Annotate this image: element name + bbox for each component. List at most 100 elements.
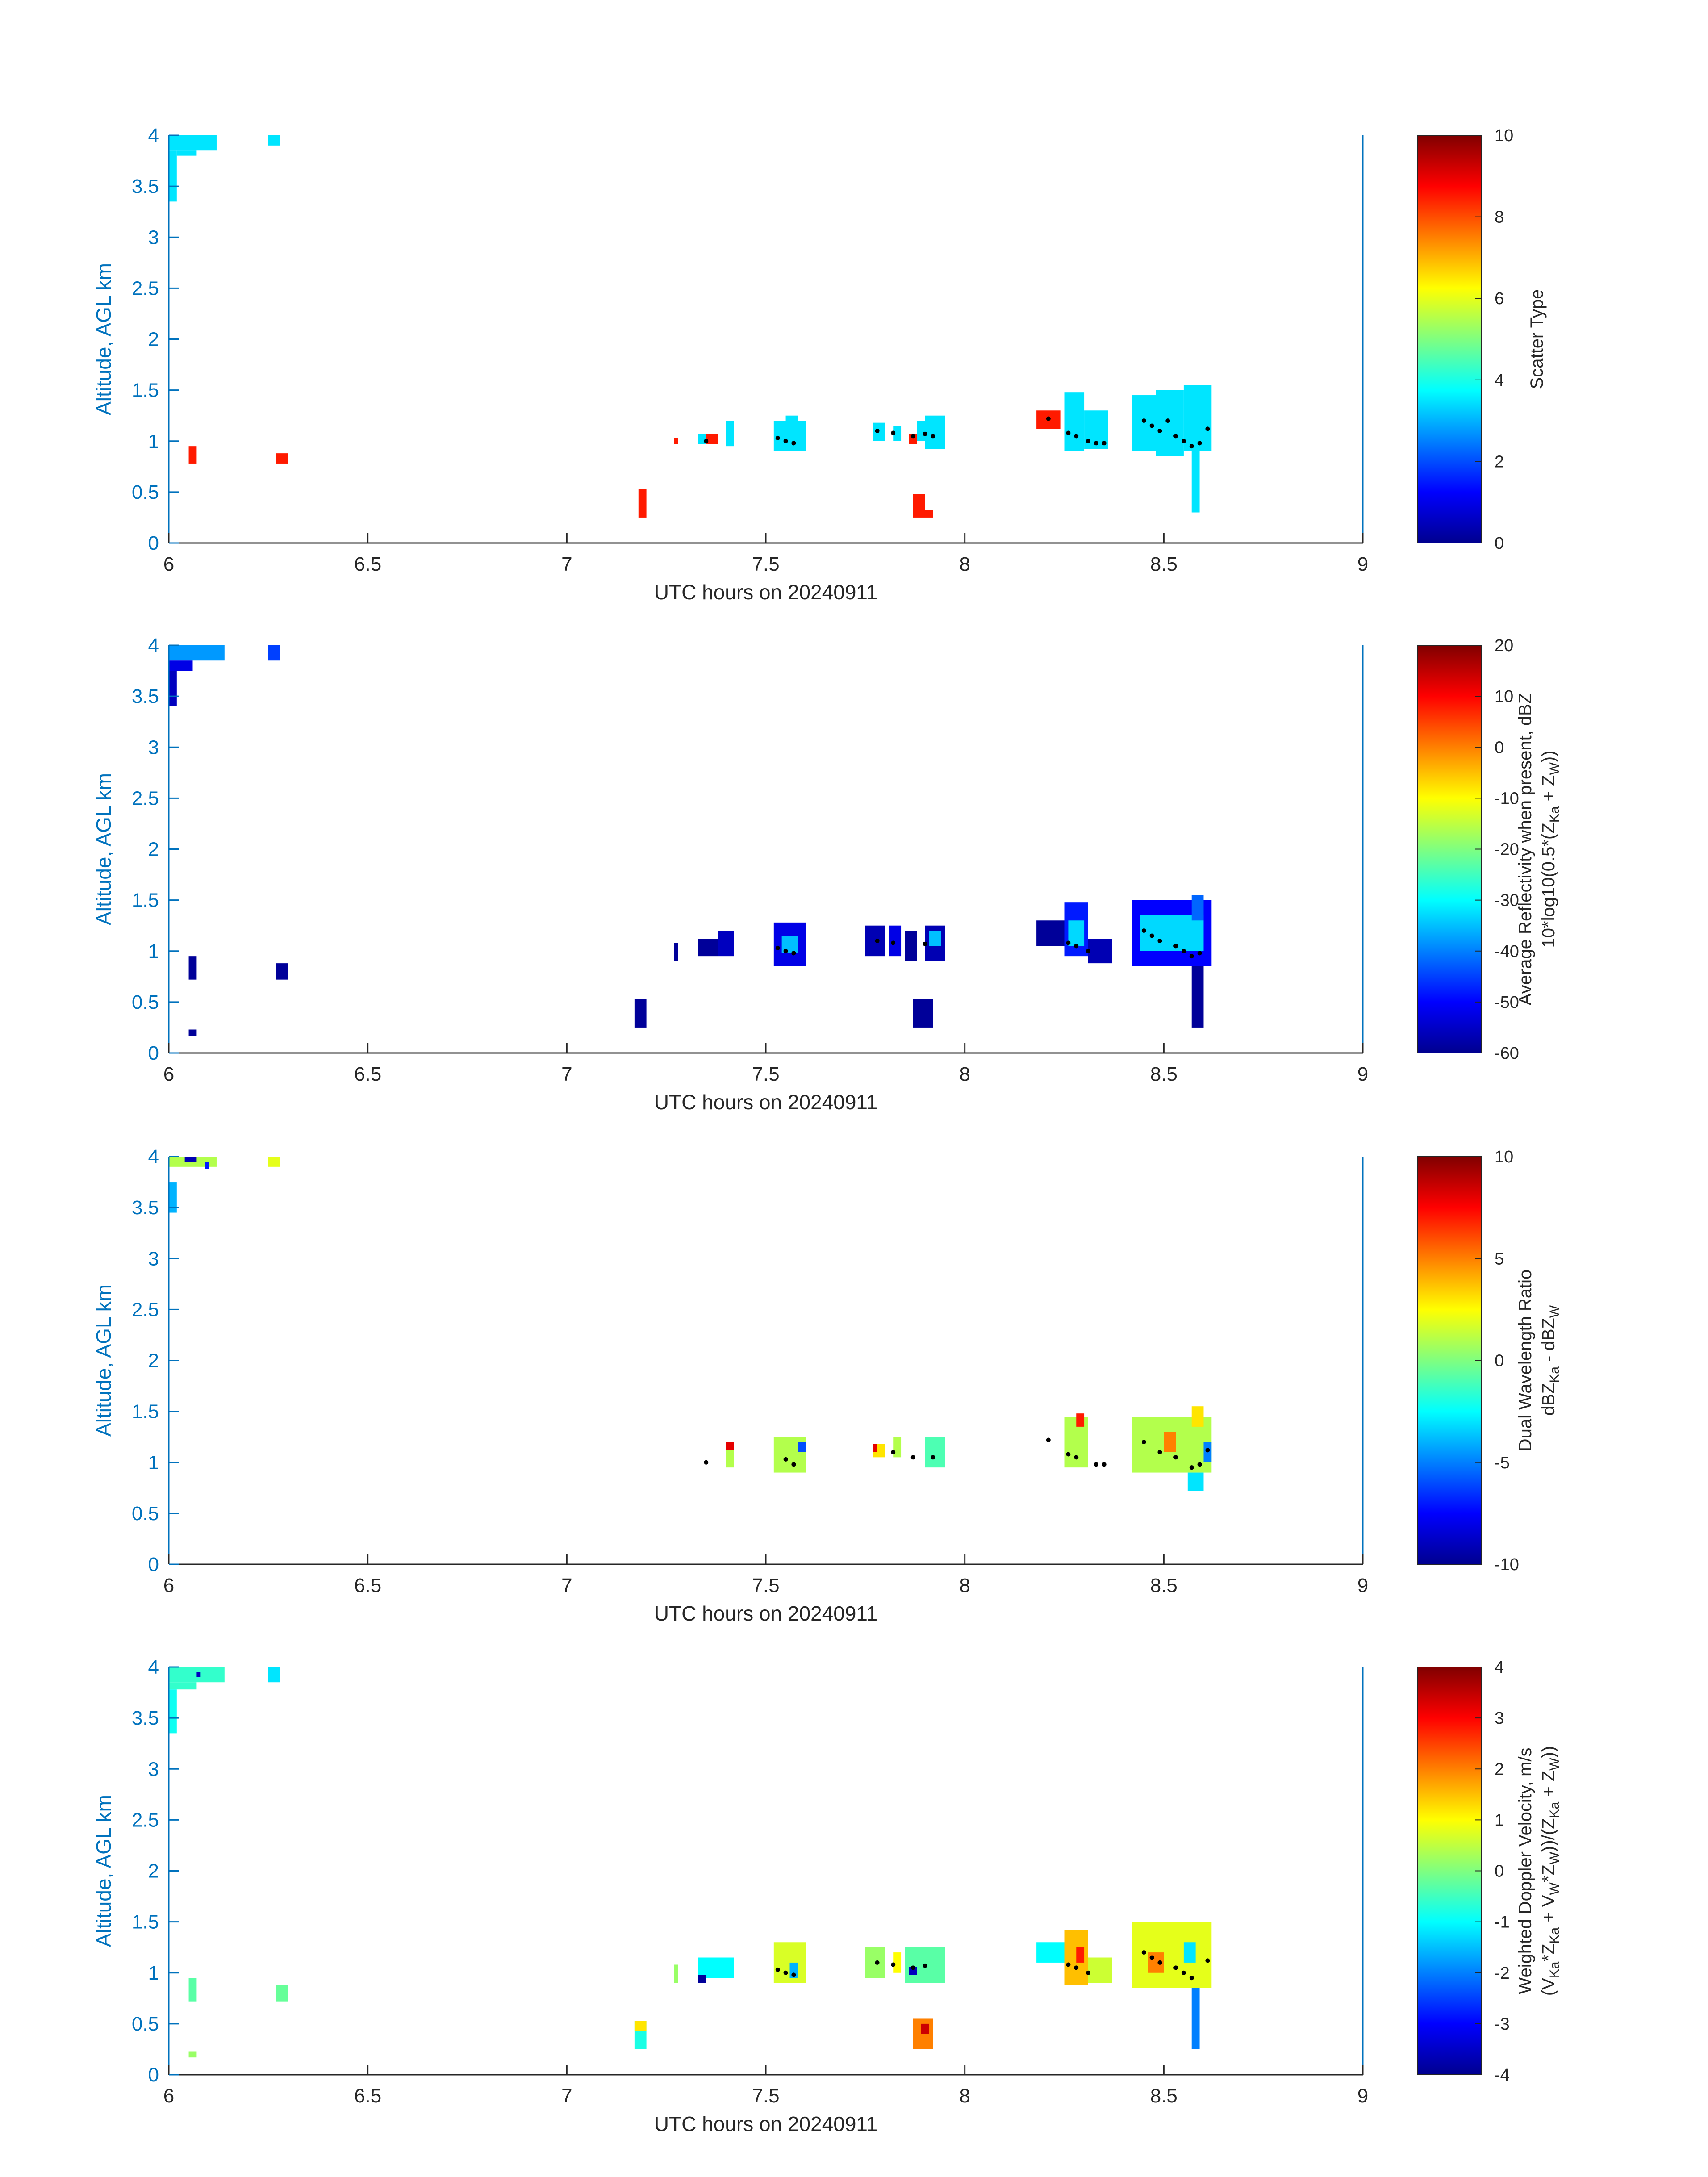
colorbar-label-subscript: W	[1547, 1882, 1562, 1895]
data-marker	[910, 1455, 915, 1460]
data-cell	[268, 1157, 280, 1167]
data-marker	[910, 434, 915, 439]
y-tick-label: 2	[148, 329, 159, 351]
y-tick-label: 3	[148, 1248, 159, 1270]
data-marker	[783, 1457, 788, 1462]
y-tick-label: 3.5	[132, 685, 159, 707]
y-tick-label: 0.5	[132, 481, 159, 503]
data-marker	[1189, 1465, 1194, 1470]
colorbar-tick-label: -5	[1495, 1454, 1510, 1472]
data-cell	[917, 421, 925, 441]
data-marker	[791, 1972, 796, 1977]
colorbar-label-part: + Z	[1539, 775, 1558, 806]
data-cell	[893, 1952, 902, 1973]
colorbar-label: Average Reflectivity when present, dBZ 10…	[1516, 693, 1562, 1006]
x-tick-label: 8.5	[1150, 2085, 1178, 2107]
data-marker	[704, 1460, 709, 1465]
data-marker	[1066, 430, 1071, 435]
data-marker	[875, 938, 880, 943]
data-marker	[1102, 1462, 1107, 1467]
data-marker	[783, 1970, 788, 1975]
colorbar-tick-label: 0	[1495, 738, 1504, 757]
data-cell	[706, 434, 718, 444]
data-cell	[773, 421, 806, 451]
colorbar-tick-label: -40	[1495, 942, 1519, 961]
x-tick-label: 6.5	[354, 1575, 381, 1596]
y-tick-label: 1	[148, 1962, 159, 1984]
data-cell	[276, 963, 288, 980]
data-marker	[775, 435, 780, 440]
data-marker	[1046, 1437, 1051, 1442]
data-marker	[783, 949, 788, 953]
data-marker	[1074, 434, 1079, 439]
data-marker	[775, 945, 780, 950]
data-marker	[1094, 1462, 1098, 1467]
colorbar-label-subscript: W	[1547, 1758, 1562, 1771]
data-cell	[785, 415, 798, 421]
panel-3: 6 6.5 7 7.5 8 8.5 9 0 0.5 1 1.5 2 2.5 3 3.5 4 UTC hours …	[92, 1146, 1562, 1625]
data-cell	[674, 1964, 678, 1983]
x-axis-label: UTC hours on 20240911	[654, 1602, 877, 1625]
data-marker	[1165, 418, 1170, 423]
y-tick-label: 4	[148, 1656, 159, 1678]
data-marker	[775, 1967, 780, 1972]
data-marker	[1086, 439, 1090, 443]
x-tick-label: 8.5	[1150, 1063, 1178, 1085]
data-marker	[1141, 418, 1146, 423]
y-tick-label: 1.5	[132, 380, 159, 401]
colorbar-tick-label: -1	[1495, 1913, 1510, 1932]
data-cell	[169, 1689, 177, 1734]
data-cell	[698, 939, 718, 957]
colorbar-tick-label: 5	[1495, 1249, 1504, 1268]
colorbar-label-part: + Z	[1539, 1771, 1558, 1802]
y-axis-label: Altitude, AGL km	[92, 1284, 115, 1437]
y-tick-label: 1.5	[132, 890, 159, 911]
x-tick-label: 6.5	[354, 553, 381, 575]
colorbar-tick-label: 10	[1495, 1148, 1513, 1166]
x-axis-label: UTC hours on 20240911	[654, 1091, 877, 1114]
data-cell	[268, 135, 280, 146]
x-axis-label: UTC hours on 20240911	[654, 2112, 877, 2135]
data-cell	[674, 438, 678, 444]
x-tick-label: 7	[561, 2085, 572, 2107]
x-tick-label: 6	[163, 553, 174, 575]
data-marker	[1157, 938, 1162, 943]
y-tick-label: 0	[148, 1554, 159, 1575]
y-tick-label: 0.5	[132, 2013, 159, 2035]
data-cell	[169, 645, 225, 661]
y-tick-label: 4	[148, 1146, 159, 1168]
y-tick-label: 0.5	[132, 991, 159, 1013]
colorbar	[1417, 1156, 1482, 1565]
colorbar-label-subscript: Ka	[1547, 1801, 1562, 1818]
colorbar-label: Dual Wavelength Ratio dBZKa - dBZW	[1516, 1270, 1562, 1452]
colorbar-label: Scatter Type	[1527, 289, 1547, 389]
colorbar-tick-label: 0	[1495, 1862, 1504, 1881]
data-cell	[1088, 1957, 1112, 1983]
y-tick-label: 0	[148, 1042, 159, 1064]
data-cell	[925, 510, 933, 518]
y-tick-label: 3.5	[132, 175, 159, 197]
colorbar-tick-label: 1	[1495, 1811, 1504, 1830]
x-tick-label: 7	[561, 1063, 572, 1085]
colorbar-label-part: + V	[1539, 1895, 1558, 1927]
colorbar-tick-label: 20	[1495, 636, 1513, 655]
data-marker	[1173, 434, 1178, 439]
panel-1: 6 6.5 7 7.5 8 8.5 9 0 0.5 1 1.5 2 2.5 3 3.5 4 UTC hours …	[92, 125, 1547, 604]
data-cell	[909, 1967, 917, 1975]
data-cell	[1191, 966, 1204, 1028]
data-cell	[873, 1444, 877, 1452]
x-tick-label: 9	[1357, 1063, 1368, 1085]
data-cell	[718, 931, 734, 957]
x-tick-label: 8	[959, 1063, 970, 1085]
data-cell	[188, 956, 197, 980]
data-marker	[1149, 423, 1154, 428]
data-cell	[921, 2023, 929, 2034]
data-marker	[1173, 1455, 1178, 1460]
colorbar-tick-label: 10	[1495, 126, 1513, 145]
colorbar-label-part: - dBZ	[1539, 1318, 1558, 1366]
colorbar-label-part: 10*log10(0.5*(Z	[1539, 823, 1558, 948]
y-tick-label: 2	[148, 839, 159, 861]
data-marker	[1141, 1440, 1146, 1445]
data-cell	[726, 1442, 734, 1450]
data-marker	[1046, 416, 1051, 421]
